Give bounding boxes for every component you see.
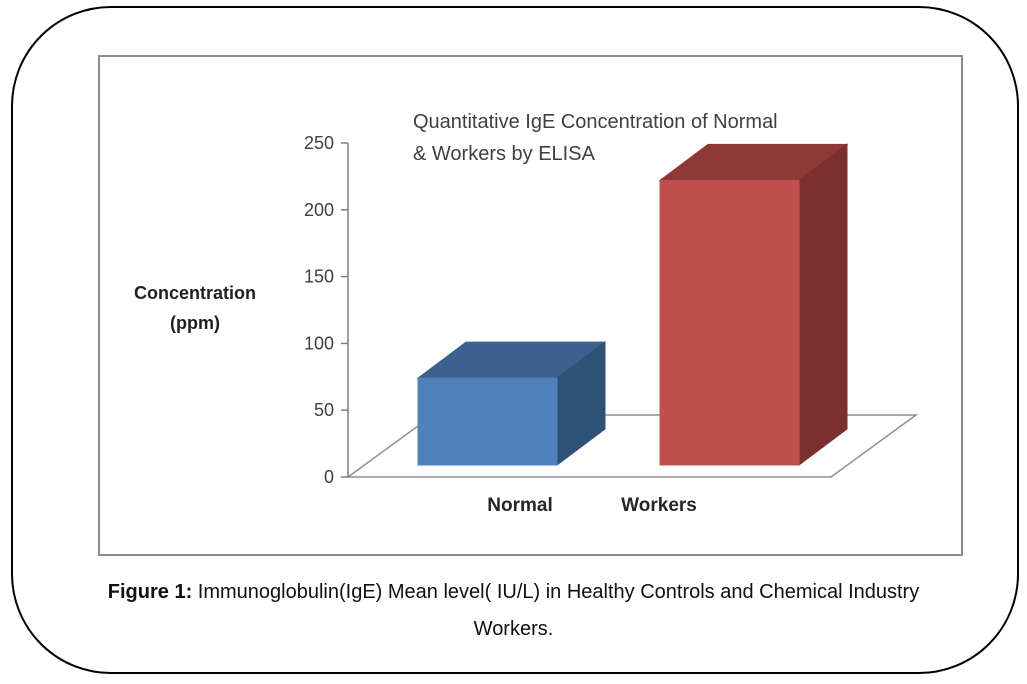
y-tick-label: 100 <box>304 333 334 353</box>
category-label-workers: Workers <box>621 495 697 516</box>
y-tick-label: 150 <box>304 267 334 287</box>
caption-line1: Figure 1: Immunoglobulin(IgE) Mean level… <box>40 574 987 611</box>
chart-title-line1: Quantitative IgE Concentration of Normal <box>413 111 778 133</box>
y-tick-label: 200 <box>304 200 334 220</box>
chart-title: Quantitative IgE Concentration of Normal… <box>413 106 893 170</box>
figure-frame <box>11 6 1019 674</box>
y-axis-title-line1: Concentration <box>133 283 256 303</box>
bar-side-workers <box>798 143 848 466</box>
figure-caption: Figure 1: Immunoglobulin(IgE) Mean level… <box>40 574 987 648</box>
caption-text: Immunoglobulin(IgE) Mean level( IU/L) in… <box>192 581 920 603</box>
y-axis-title: Concentration (ppm) <box>108 278 282 338</box>
y-tick-label: 0 <box>324 467 334 487</box>
chart-title-line2: & Workers by ELISA <box>413 143 595 165</box>
chart-floor <box>345 414 919 478</box>
caption-line2: Workers. <box>473 618 554 640</box>
y-tick-label: 50 <box>314 400 334 420</box>
bar-normal <box>417 377 558 466</box>
figure-label: Figure 1: <box>107 581 193 603</box>
y-axis-title-line2: (ppm) <box>170 313 220 333</box>
y-tick-label: 250 <box>304 133 334 153</box>
bar-workers <box>659 179 800 466</box>
category-label-normal: Normal <box>487 495 552 516</box>
